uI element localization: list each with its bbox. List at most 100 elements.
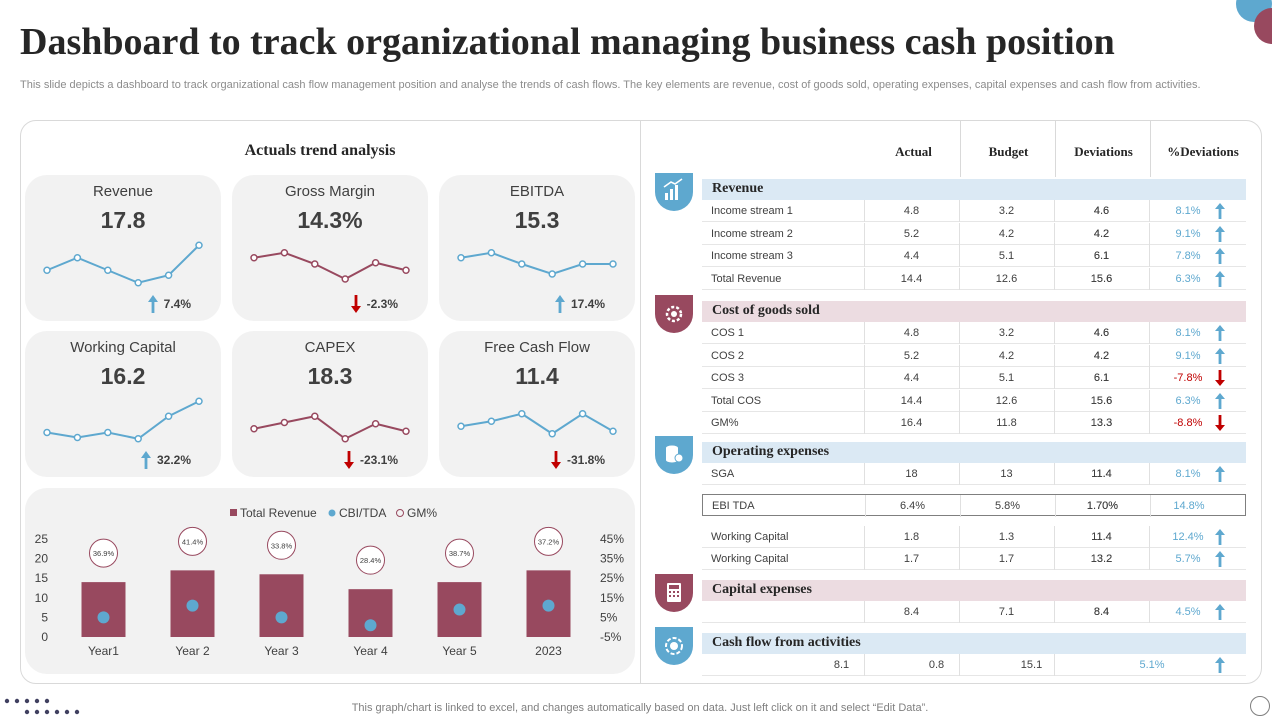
cell-deviation: 11.4 bbox=[1091, 530, 1112, 543]
arrow-up-icon bbox=[554, 295, 565, 313]
sparkline-point bbox=[164, 412, 173, 420]
sparkline-point bbox=[402, 427, 410, 435]
cell-budget: 12.6 bbox=[995, 394, 1018, 407]
gm-bubble bbox=[356, 545, 385, 575]
kpi-value: 17.8 bbox=[100, 207, 146, 233]
cell-pct-deviation: 6.3% bbox=[1175, 394, 1201, 407]
cell-deviation: 1.70% bbox=[1086, 499, 1119, 512]
sparkline-point bbox=[104, 266, 112, 274]
dot-cbitda bbox=[186, 599, 199, 612]
kpi-card-free-cash-flow: Free Cash Flow 11.4 -31.8% bbox=[439, 331, 635, 477]
cell-line bbox=[1149, 322, 1150, 344]
section-title-cash-flow-from-activities: Cash flow from activities bbox=[712, 635, 861, 650]
decorative-dots bbox=[4, 698, 80, 715]
cell-line bbox=[864, 267, 865, 290]
kpi-label: Gross Margin bbox=[284, 183, 376, 200]
table-row: COS 1 4.8 3.2 4.6 4.6 8.1% bbox=[702, 322, 1246, 344]
cell-budget: 1.3 bbox=[998, 530, 1015, 543]
kpi-change-value: -31.8% bbox=[566, 453, 605, 467]
cell-actual: 4.8 bbox=[903, 327, 920, 339]
gm-bubble bbox=[267, 530, 296, 560]
sparkline-point bbox=[280, 249, 289, 257]
cell-line bbox=[864, 322, 865, 344]
cell-actual: 5.2 bbox=[903, 227, 920, 240]
sparkline bbox=[457, 410, 617, 438]
dot-cbitda bbox=[97, 611, 110, 624]
sparkline-point bbox=[280, 418, 289, 427]
cell-budget: 4.2 bbox=[998, 349, 1015, 362]
section-band bbox=[702, 633, 1246, 654]
cell-line bbox=[864, 412, 865, 434]
cell-line bbox=[864, 525, 865, 548]
row-label: COS 1 bbox=[711, 327, 745, 339]
sparkline-series bbox=[460, 412, 614, 435]
kpi-value: 11.4 bbox=[515, 363, 559, 389]
table-row: Working Capital 1.7 1.7 13.2 13.2 5.7% bbox=[702, 548, 1246, 570]
cell-budget: 11.8 bbox=[996, 417, 1017, 429]
section-title-capital-expenses: Capital expenses bbox=[712, 582, 812, 597]
table-row: SGA 18 13 11.4 11.4 8.1% bbox=[702, 463, 1246, 485]
kpi-value: 16.2 bbox=[100, 363, 146, 389]
y-tick-label: 20 bbox=[35, 552, 49, 566]
cell-pct-deviation: 6.3% bbox=[1175, 272, 1201, 285]
cell-deviation: 15.6 bbox=[1090, 394, 1113, 407]
cell-deviation: 4.2 bbox=[1093, 227, 1110, 240]
arrow-down-icon bbox=[343, 451, 354, 469]
cell-line bbox=[1054, 322, 1055, 344]
section-band bbox=[702, 301, 1246, 322]
kpi-change: -31.8% bbox=[550, 451, 605, 469]
y-tick-label: 5 bbox=[41, 610, 48, 624]
row-label: Working Capital bbox=[711, 530, 789, 543]
arrow-up-icon bbox=[1215, 203, 1225, 219]
sparkline-point bbox=[371, 259, 380, 267]
sparkline-point bbox=[195, 397, 203, 405]
corner-decoration-maroon bbox=[1254, 8, 1272, 44]
cash-cycle-icon bbox=[655, 627, 693, 665]
x-tick-label: Year 5 bbox=[442, 644, 477, 658]
bar-chart[interactable]: Total Revenue CBI/TDA GM% 25 45% 20 35% 15 25% 10… bbox=[25, 488, 635, 674]
cell-line bbox=[865, 494, 866, 517]
kpi-label: Working Capital bbox=[70, 339, 176, 356]
legend-swatch-total-revenue bbox=[230, 509, 237, 516]
sparkline-point bbox=[134, 279, 142, 287]
header-col-line bbox=[1150, 121, 1151, 177]
slide-nav-circle[interactable] bbox=[1250, 696, 1270, 716]
cell-budget: 3.2 bbox=[998, 205, 1015, 217]
kpi-label: EBITDA bbox=[509, 183, 565, 200]
table-row: Income stream 3 4.4 5.1 6.1 6.1 7.8% bbox=[702, 245, 1246, 267]
x-tick-label: Year 3 bbox=[264, 644, 299, 658]
arrow-down-icon bbox=[350, 295, 361, 313]
row-label: COS 2 bbox=[711, 349, 745, 362]
table-row: Working Capital 1.8 1.3 11.4 11.4 12.4% bbox=[702, 525, 1246, 548]
arrow-up-icon bbox=[1215, 325, 1225, 341]
table-row: 8.4 7.1 8.4 8.4 4.5% bbox=[702, 601, 1246, 623]
cell-line bbox=[1054, 463, 1055, 485]
cell-deviation: 4.2 bbox=[1093, 227, 1110, 240]
y2-tick-label: 35% bbox=[600, 552, 624, 566]
cell-deviation: 4.6 bbox=[1093, 327, 1110, 339]
cell-line bbox=[864, 367, 865, 389]
dot-cbitda bbox=[364, 619, 377, 632]
kpi-change: -23.1% bbox=[343, 451, 398, 469]
cell-line bbox=[1055, 494, 1056, 517]
kpi-card-gross-margin: Gross Margin 14.3% -2.3% bbox=[232, 175, 428, 321]
cell-line bbox=[1149, 525, 1150, 548]
cell-deviation: 11.4 bbox=[1091, 468, 1112, 480]
table-row: EBI TDA 6.4% 5.8% 1.70% 1.70% 14.8% bbox=[702, 493, 1246, 517]
arrow-up-icon bbox=[140, 451, 151, 469]
sparkline-point bbox=[487, 249, 496, 257]
section-band bbox=[702, 179, 1246, 200]
cell-actual: 4.8 bbox=[903, 205, 920, 217]
cell-line bbox=[1149, 245, 1150, 267]
cell-budget: 5.8% bbox=[994, 499, 1021, 512]
cell-pct-deviation: -7.8% bbox=[1173, 372, 1203, 384]
table-row: Total COS 14.4 12.6 15.6 15.6 6.3% bbox=[702, 389, 1246, 412]
cell-line bbox=[959, 245, 960, 267]
kpi-label: Revenue bbox=[92, 183, 154, 200]
y-tick-label: 10 bbox=[35, 591, 49, 605]
sparkline bbox=[457, 249, 617, 278]
sparkline-point bbox=[164, 271, 173, 279]
cell-line bbox=[1149, 367, 1150, 389]
cell-line bbox=[864, 245, 865, 267]
gm-label: 28.4% bbox=[360, 556, 382, 565]
